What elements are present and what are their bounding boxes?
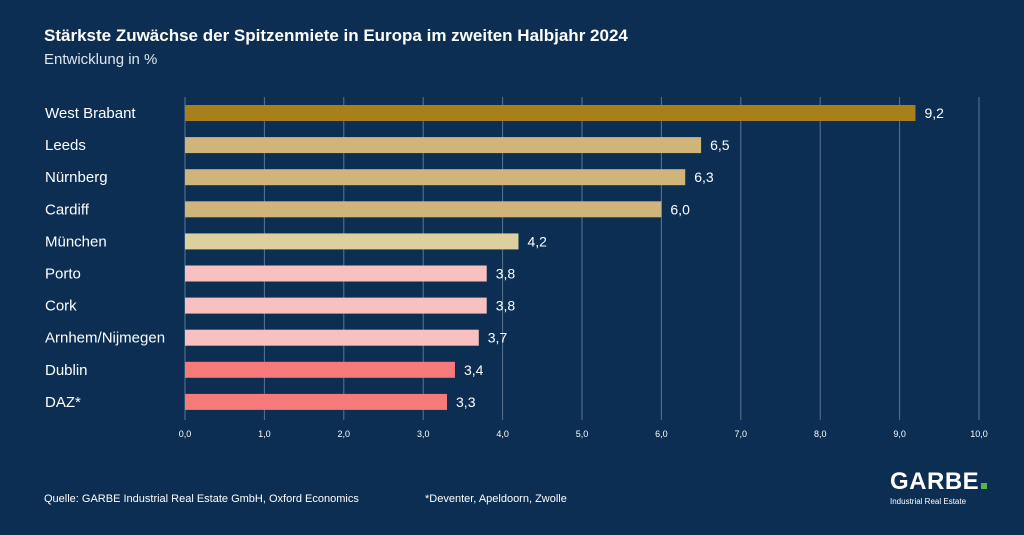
value-label: 3,3	[456, 394, 476, 410]
category-label: München	[45, 233, 107, 250]
category-label: West Brabant	[45, 105, 136, 122]
value-label: 9,2	[924, 105, 944, 121]
value-label: 4,2	[527, 233, 547, 249]
bar	[185, 329, 479, 346]
bar	[185, 393, 448, 410]
category-label: DAZ*	[45, 394, 81, 411]
bar	[185, 169, 686, 186]
bar	[185, 297, 487, 314]
chart-subtitle: Entwicklung in %	[44, 51, 158, 68]
bar	[185, 233, 519, 250]
bar	[185, 137, 702, 154]
garbe-logo: GARBE Industrial Real Estate	[890, 470, 1000, 506]
logo-name: GARBE	[890, 468, 980, 495]
category-label: Cork	[45, 298, 77, 315]
category-label: Nürnberg	[45, 169, 108, 186]
logo-wordmark: GARBE	[890, 470, 1000, 494]
value-label: 3,8	[496, 266, 516, 282]
bar	[185, 201, 662, 218]
x-tick-label: 4,0	[496, 429, 509, 439]
value-label: 3,4	[464, 362, 484, 378]
x-tick-label: 5,0	[576, 429, 589, 439]
value-label: 6,5	[710, 137, 730, 153]
x-tick-label: 10,0	[970, 429, 988, 439]
category-label: Cardiff	[45, 201, 90, 218]
category-label: Porto	[45, 266, 81, 283]
x-tick-label: 9,0	[893, 429, 906, 439]
x-tick-label: 1,0	[258, 429, 271, 439]
logo-dot-icon	[981, 483, 988, 489]
chart-title: Stärkste Zuwächse der Spitzenmiete in Eu…	[44, 26, 628, 45]
category-label: Arnhem/Nijmegen	[45, 330, 165, 347]
bar	[185, 361, 455, 378]
x-tick-label: 2,0	[338, 429, 351, 439]
x-tick-label: 6,0	[655, 429, 668, 439]
footnote: *Deventer, Apeldoorn, Zwolle	[425, 493, 567, 505]
bar	[185, 105, 916, 121]
value-label: 6,3	[694, 169, 714, 185]
x-tick-label: 0,0	[179, 429, 192, 439]
x-tick-label: 3,0	[417, 429, 430, 439]
logo-tagline: Industrial Real Estate	[890, 497, 967, 506]
category-label: Leeds	[45, 137, 86, 154]
value-label: 3,8	[496, 298, 516, 314]
category-label: Dublin	[45, 362, 88, 379]
x-tick-label: 8,0	[814, 429, 827, 439]
x-tick-label: 7,0	[735, 429, 748, 439]
source-note: Quelle: GARBE Industrial Real Estate Gmb…	[44, 493, 359, 505]
value-label: 3,7	[488, 330, 508, 346]
bar	[185, 265, 487, 282]
value-label: 6,0	[670, 201, 690, 217]
